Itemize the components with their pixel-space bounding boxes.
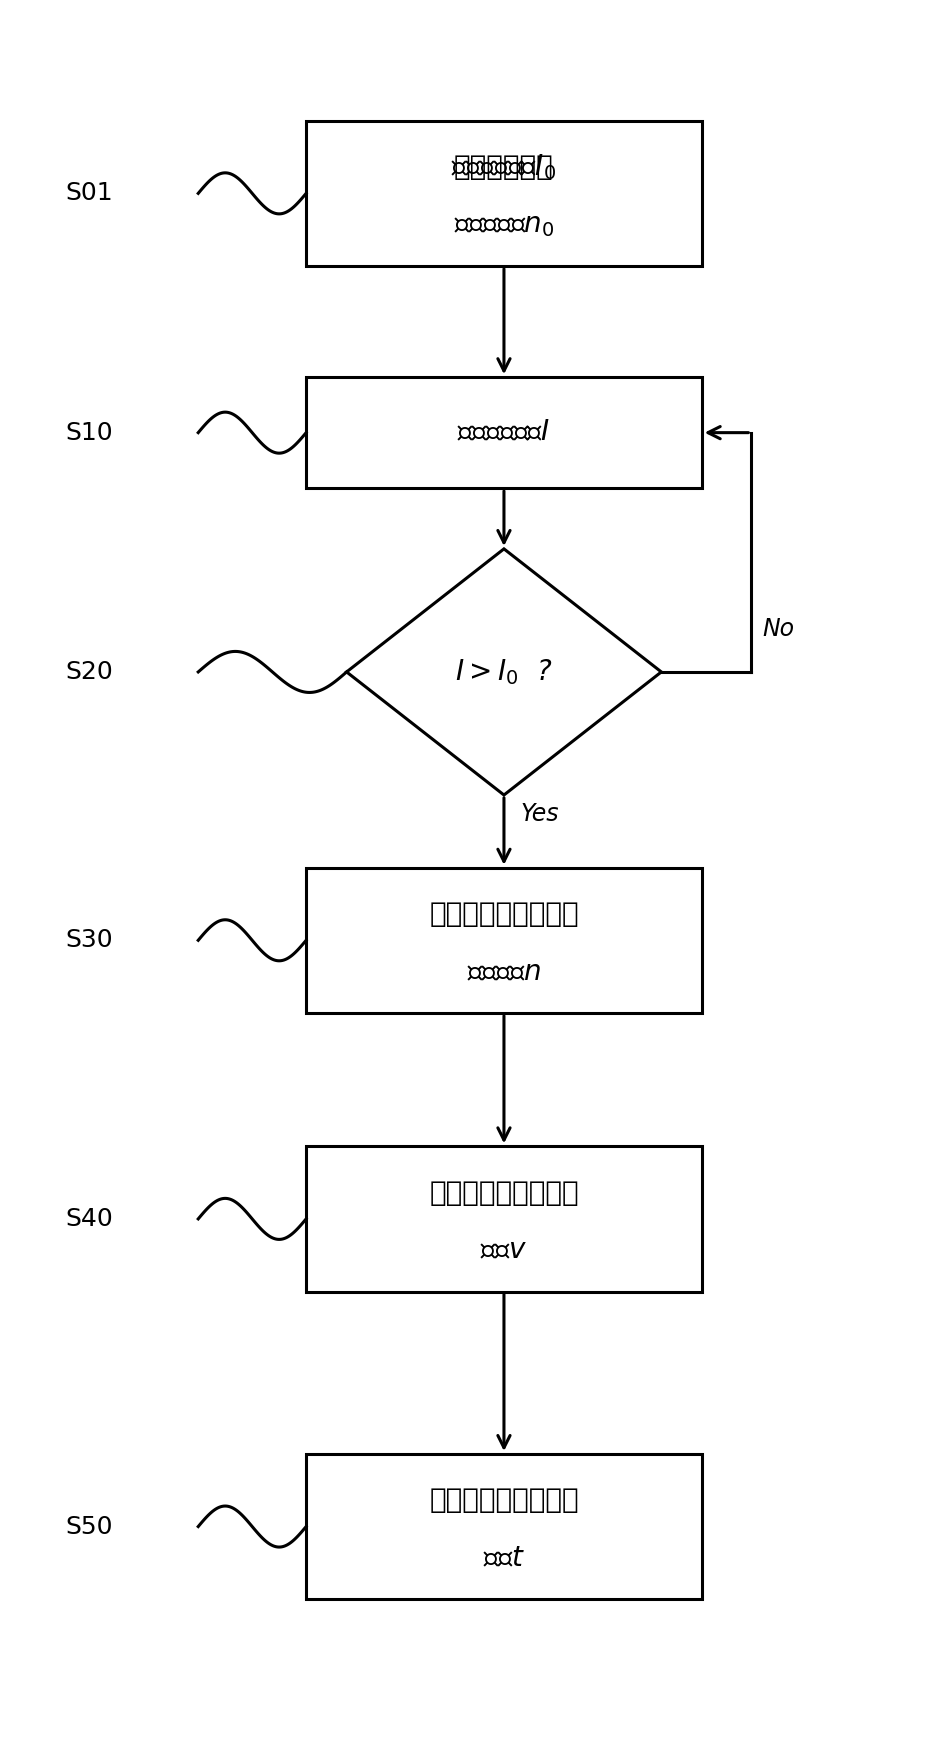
Text: S30: S30 bbox=[65, 928, 113, 952]
Text: S01: S01 bbox=[65, 181, 113, 205]
Text: Yes: Yes bbox=[520, 802, 559, 827]
Text: No: No bbox=[762, 617, 794, 641]
Text: 检测风机电流$I$: 检测风机电流$I$ bbox=[457, 419, 551, 446]
Text: 确定初始电流$I_0$: 确定初始电流$I_0$ bbox=[451, 153, 556, 182]
Text: 确定风机的转速增加: 确定风机的转速增加 bbox=[429, 1179, 578, 1207]
Text: S20: S20 bbox=[65, 660, 113, 684]
Text: S50: S50 bbox=[65, 1515, 113, 1539]
Text: 确定清洗滤网的剩余: 确定清洗滤网的剩余 bbox=[429, 1487, 578, 1515]
Text: 时间$t$: 时间$t$ bbox=[483, 1544, 525, 1572]
Text: S10: S10 bbox=[65, 420, 113, 445]
Polygon shape bbox=[347, 549, 661, 796]
FancyBboxPatch shape bbox=[306, 1146, 702, 1292]
FancyBboxPatch shape bbox=[306, 120, 702, 266]
Text: $I>I_0$  ?: $I>I_0$ ? bbox=[455, 657, 552, 686]
FancyBboxPatch shape bbox=[306, 868, 702, 1013]
Text: 确定初始电流: 确定初始电流 bbox=[454, 153, 553, 181]
Text: S40: S40 bbox=[65, 1207, 113, 1232]
Text: 风机转速$n$: 风机转速$n$ bbox=[467, 959, 540, 987]
Text: 速率$v$: 速率$v$ bbox=[480, 1237, 527, 1265]
FancyBboxPatch shape bbox=[306, 377, 702, 488]
Text: 根据恒风量公式调节: 根据恒风量公式调节 bbox=[429, 900, 578, 928]
Text: 和初始转速$n_0$: 和初始转速$n_0$ bbox=[453, 212, 554, 240]
FancyBboxPatch shape bbox=[306, 1454, 702, 1600]
